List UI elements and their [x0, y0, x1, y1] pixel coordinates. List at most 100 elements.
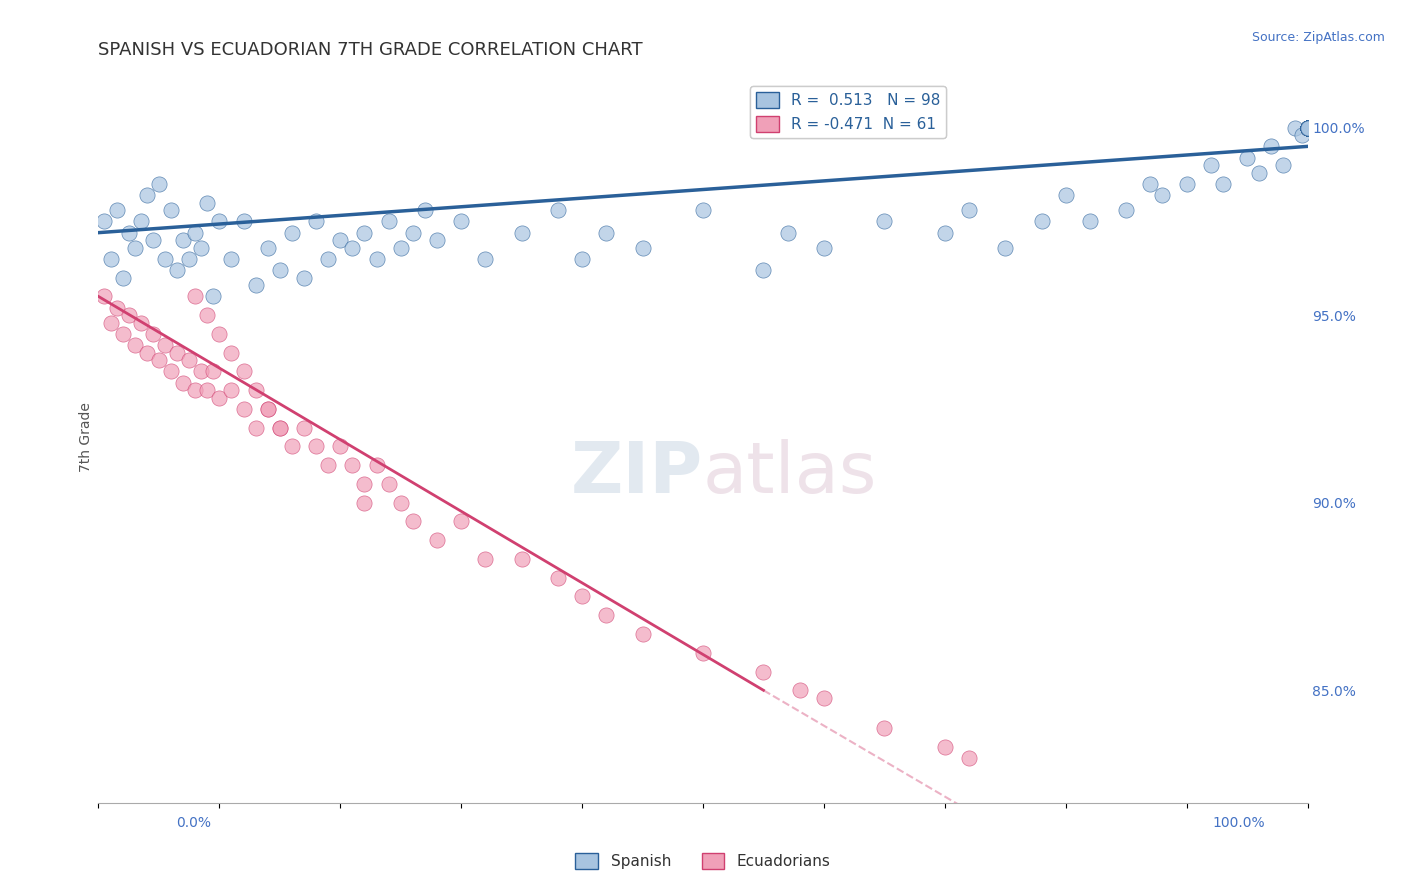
Point	[160, 364, 183, 378]
Text: 0.0%: 0.0%	[176, 816, 211, 830]
Point	[153, 338, 176, 352]
Point	[100, 252, 122, 266]
Point	[1296, 120, 1319, 135]
Point	[450, 214, 472, 228]
Point	[1291, 128, 1313, 142]
Point	[1296, 120, 1319, 135]
Point	[100, 316, 122, 330]
Point	[93, 214, 115, 228]
Point	[292, 270, 315, 285]
Point	[316, 458, 339, 473]
Y-axis label: 7th Grade: 7th Grade	[79, 402, 93, 472]
Point	[342, 458, 364, 473]
Point	[190, 364, 212, 378]
Point	[692, 203, 714, 218]
Point	[1296, 120, 1319, 135]
Point	[1296, 120, 1319, 135]
Point	[631, 241, 654, 255]
Point	[256, 241, 278, 255]
Point	[166, 263, 188, 277]
Point	[118, 308, 141, 322]
Point	[1115, 203, 1137, 218]
Point	[426, 533, 449, 548]
Point	[547, 203, 569, 218]
Point	[305, 214, 328, 228]
Point	[184, 383, 207, 397]
Point	[595, 226, 617, 240]
Point	[1272, 158, 1295, 172]
Point	[148, 353, 170, 368]
Point	[813, 241, 835, 255]
Point	[1054, 188, 1077, 202]
Point	[1296, 120, 1319, 135]
Point	[221, 252, 243, 266]
Point	[1296, 120, 1319, 135]
Text: ZIP: ZIP	[571, 439, 703, 508]
Point	[329, 440, 352, 454]
Point	[1296, 120, 1319, 135]
Point	[510, 552, 533, 566]
Point	[1296, 120, 1319, 135]
Point	[837, 814, 859, 829]
Point	[111, 326, 134, 341]
Point	[389, 496, 412, 510]
Point	[934, 739, 956, 754]
Point	[93, 289, 115, 303]
Point	[474, 552, 496, 566]
Point	[353, 477, 375, 491]
Point	[752, 263, 775, 277]
Point	[232, 214, 254, 228]
Point	[195, 383, 218, 397]
Point	[208, 391, 231, 405]
Point	[426, 233, 449, 247]
Point	[124, 241, 146, 255]
Point	[1296, 120, 1319, 135]
Point	[1296, 120, 1319, 135]
Point	[1199, 158, 1222, 172]
Point	[202, 364, 225, 378]
Point	[631, 627, 654, 641]
Point	[316, 252, 339, 266]
Point	[873, 214, 896, 228]
Point	[873, 721, 896, 735]
Point	[129, 316, 152, 330]
Point	[1031, 214, 1053, 228]
Point	[1296, 120, 1319, 135]
Point	[195, 308, 218, 322]
Point	[1296, 120, 1319, 135]
Point	[752, 665, 775, 679]
Point	[1296, 120, 1319, 135]
Point	[1296, 120, 1319, 135]
Point	[305, 440, 328, 454]
Legend: Spanish, Ecuadorians: Spanish, Ecuadorians	[569, 847, 837, 875]
Point	[269, 420, 291, 434]
Point	[1296, 120, 1319, 135]
Point	[1249, 166, 1271, 180]
Point	[172, 376, 194, 390]
Point	[994, 241, 1017, 255]
Point	[142, 326, 165, 341]
Point	[1284, 120, 1306, 135]
Point	[1296, 120, 1319, 135]
Point	[129, 214, 152, 228]
Point	[1139, 177, 1161, 191]
Point	[172, 233, 194, 247]
Point	[281, 226, 304, 240]
Point	[179, 353, 201, 368]
Point	[281, 440, 304, 454]
Point	[1296, 120, 1319, 135]
Point	[1296, 120, 1319, 135]
Point	[184, 226, 207, 240]
Point	[208, 326, 231, 341]
Point	[389, 241, 412, 255]
Point	[1296, 120, 1319, 135]
Point	[1296, 120, 1319, 135]
Point	[135, 345, 157, 359]
Text: SPANISH VS ECUADORIAN 7TH GRADE CORRELATION CHART: SPANISH VS ECUADORIAN 7TH GRADE CORRELAT…	[98, 41, 643, 59]
Point	[813, 690, 835, 705]
Point	[571, 590, 593, 604]
Point	[692, 646, 714, 660]
Text: 100.0%: 100.0%	[1213, 816, 1265, 830]
Point	[166, 345, 188, 359]
Point	[377, 214, 399, 228]
